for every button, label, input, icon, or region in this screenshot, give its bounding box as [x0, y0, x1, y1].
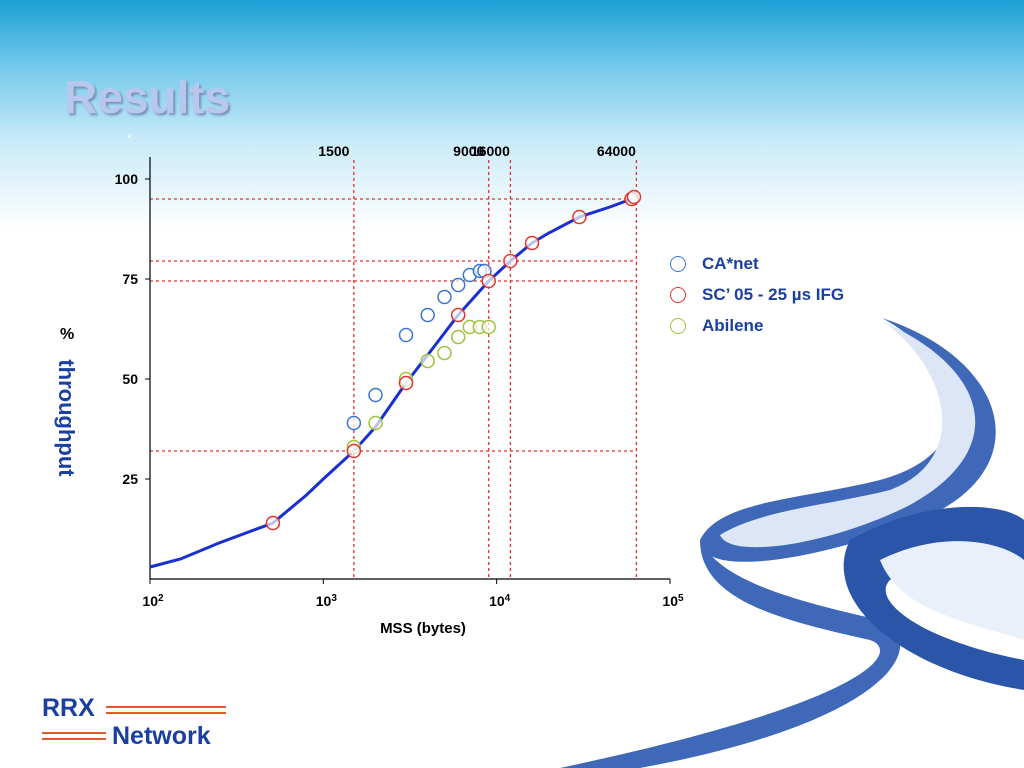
y-axis-label: throughput: [54, 359, 79, 477]
ref-line-label: 1500: [318, 143, 349, 159]
data-point: [450, 329, 466, 345]
x-tick-label: 102: [142, 593, 164, 610]
legend-label-abilene: Abilene: [702, 316, 764, 335]
swoosh-5: [880, 541, 1024, 640]
legend-label-canet: CA*net: [702, 254, 759, 273]
logo-line-2: [106, 712, 226, 714]
logo-line-3: [42, 732, 106, 734]
decorative-swooshes: [560, 318, 1024, 768]
data-point: [437, 289, 452, 305]
logo-line-1: [106, 706, 226, 708]
data-point: [481, 273, 496, 289]
swoosh-2: [720, 322, 976, 548]
data-point: [626, 189, 642, 205]
ref-lines: [150, 160, 638, 579]
title-dot: ·: [127, 128, 132, 144]
swoosh-1: [700, 318, 996, 562]
data-point: [503, 253, 518, 269]
data-point: [398, 327, 414, 343]
data-point: [346, 415, 362, 431]
data-point: [437, 345, 452, 361]
y-axis-unit: %: [60, 326, 75, 343]
y-tick-label: 100: [115, 171, 139, 187]
data-point: [420, 353, 435, 369]
data-point: [524, 235, 540, 251]
y-tick-label: 50: [122, 371, 138, 387]
data-point: [368, 415, 383, 431]
legend-marker-abilene: [670, 318, 686, 334]
swoosh-3: [560, 540, 901, 768]
data-point: [398, 375, 414, 391]
x-tick-label: 103: [316, 593, 338, 610]
slide-title: Results: [64, 71, 231, 123]
logo-text-rrx: RRX: [42, 694, 95, 722]
data-point: [368, 387, 383, 403]
y-tick-label: 75: [122, 271, 138, 287]
ref-line-label: 9000: [453, 143, 484, 159]
ref-line-label: 16000: [471, 143, 510, 159]
data-point: [572, 209, 587, 225]
curve: [149, 197, 633, 569]
data-point: [346, 443, 362, 459]
points: [265, 189, 642, 531]
fit-curve: [149, 197, 633, 569]
data-point: [450, 307, 466, 323]
data-point: [450, 277, 466, 293]
legend-marker-sc05: [670, 287, 686, 303]
x-axis-label: MSS (bytes): [380, 620, 466, 637]
logo-line-4: [42, 738, 106, 740]
x-tick-label: 104: [489, 593, 511, 610]
y-tick-label: 25: [122, 471, 138, 487]
data-point: [481, 319, 496, 335]
x-tick-label: 105: [662, 593, 684, 610]
legend-marker-canet: [670, 256, 686, 272]
logo-text-network: Network: [112, 722, 211, 750]
axes: [145, 157, 671, 584]
data-point: [420, 307, 435, 323]
data-point: [265, 515, 281, 531]
legend-label-sc05: SC’ 05 - 25 µs IFG: [702, 285, 845, 304]
ref-line-label: 64000: [597, 143, 636, 159]
